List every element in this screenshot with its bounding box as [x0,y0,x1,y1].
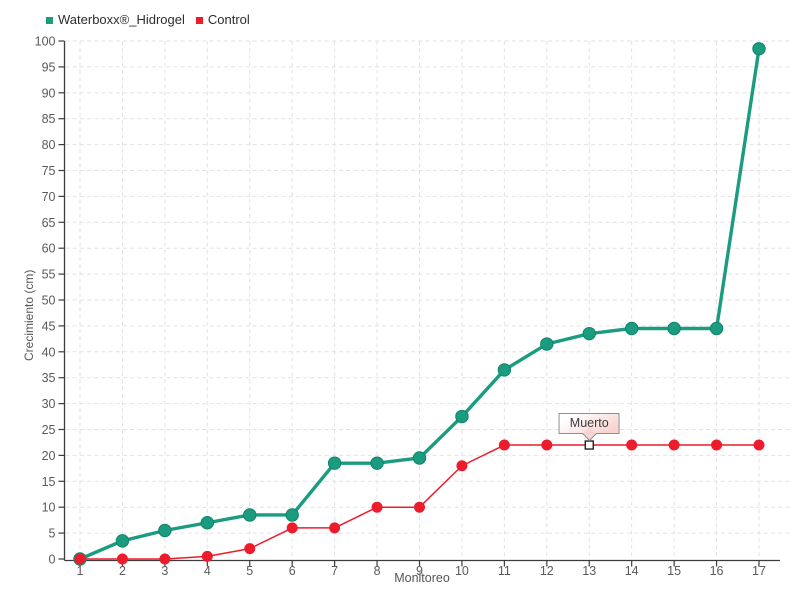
y-tick-label: 25 [42,423,56,437]
x-tick-label: 3 [161,564,168,578]
data-point-control-2[interactable] [116,553,128,565]
annotation-callout: Muerto [558,413,620,435]
x-tick-label: 9 [416,564,423,578]
y-tick-label: 55 [42,268,56,282]
y-tick-label: 5 [49,527,56,541]
data-point-waterboxx-hidrogel-6[interactable] [285,508,299,522]
x-tick-label: 5 [246,564,253,578]
y-tick-label: 95 [42,60,56,74]
x-tick-label: 10 [455,564,469,578]
data-point-waterboxx-hidrogel-15[interactable] [667,321,681,336]
x-tick-label: 11 [498,564,511,578]
data-point-control-7[interactable] [329,522,341,534]
legend-label-control: Control [207,12,250,27]
data-point-waterboxx-hidrogel-11[interactable] [497,363,512,377]
y-tick-label: 30 [42,397,56,411]
x-tick-label: 4 [204,564,211,578]
x-tick-label: 12 [540,564,554,578]
legend-swatch-control [195,16,203,24]
y-tick-label: 75 [42,164,56,178]
y-tick-label: 90 [42,86,56,100]
x-tick-label: 13 [582,564,596,578]
data-point-waterboxx-hidrogel-4[interactable] [200,516,215,530]
data-point-waterboxx-hidrogel-16[interactable] [709,321,724,336]
legend-item-waterboxx-hidrogel[interactable]: Waterboxx®_Hidrogel [46,13,185,27]
x-tick-label: 14 [625,564,639,578]
annotation-text: Muerto [569,416,609,431]
data-point-waterboxx-hidrogel-13[interactable] [582,326,596,341]
data-point-waterboxx-hidrogel-2[interactable] [115,534,130,548]
data-point-control-6[interactable] [286,522,298,534]
legend-item-control[interactable]: Control [195,12,250,27]
y-tick-label: 40 [42,345,56,359]
y-tick-label: 15 [42,475,56,489]
y-tick-label: 85 [42,112,56,126]
y-tick-label: 10 [42,501,56,515]
data-point-waterboxx-hidrogel-9[interactable] [412,451,427,465]
y-tick-label: 60 [42,242,56,256]
data-point-waterboxx-hidrogel-7[interactable] [327,456,342,470]
y-tick-label: 65 [42,216,56,230]
legend: Waterboxx®_Hidrogel Control [46,13,250,27]
x-axis-title: Monitoreo [394,571,450,585]
data-point-control-1[interactable] [74,553,86,565]
data-point-waterboxx-hidrogel-3[interactable] [158,523,172,538]
data-point-waterboxx-hidrogel-10[interactable] [455,409,469,424]
y-tick-label: 45 [42,319,56,333]
legend-label-waterboxx-hidrogel: Waterboxx®_Hidrogel [58,12,185,27]
x-tick-label: 7 [331,564,338,578]
data-point-waterboxx-hidrogel-14[interactable] [624,321,639,336]
data-point-waterboxx-hidrogel-17[interactable] [752,42,766,56]
x-tick-label: 8 [374,564,381,578]
data-point-control-14[interactable] [626,439,638,451]
x-tick-label: 16 [710,564,724,578]
y-tick-label: 35 [42,371,56,385]
data-point-waterboxx-hidrogel-5[interactable] [243,508,257,522]
y-tick-label: 20 [42,449,56,463]
data-point-control-16[interactable] [711,439,723,451]
data-point-control-5[interactable] [244,543,256,555]
data-point-control-12[interactable] [541,439,553,451]
y-tick-label: 80 [42,138,56,152]
data-point-control-15[interactable] [668,439,680,451]
y-tick-label: 100 [35,35,56,49]
data-point-waterboxx-hidrogel-12[interactable] [540,337,554,351]
legend-swatch-waterboxx-hidrogel [46,16,53,24]
data-point-waterboxx-hidrogel-8[interactable] [370,456,384,470]
x-tick-label: 6 [289,564,296,578]
data-point-control-10[interactable] [456,460,468,472]
x-tick-label: 1 [77,564,84,578]
data-point-control-17[interactable] [753,439,765,451]
data-point-control-11[interactable] [498,439,510,451]
y-tick-label: 50 [42,294,56,308]
data-point-control-9[interactable] [414,501,425,513]
data-point-control-4[interactable] [201,550,213,562]
data-point-control-3[interactable] [159,553,171,565]
x-tick-label: 2 [119,564,126,578]
data-point-control-8[interactable] [371,501,383,513]
x-tick-label: 15 [667,564,681,578]
x-tick-label: 17 [752,564,766,578]
y-tick-label: 0 [49,553,56,567]
dead-point-marker[interactable] [584,440,594,450]
y-tick-label: 70 [42,190,56,204]
